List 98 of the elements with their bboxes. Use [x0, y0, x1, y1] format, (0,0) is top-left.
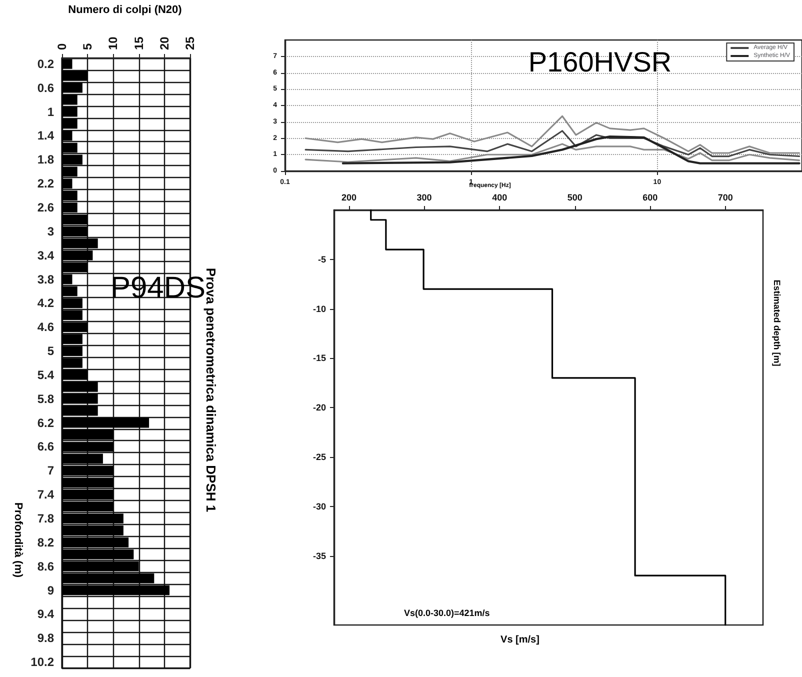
bar [62, 274, 72, 284]
y-tick-label: -15 [312, 353, 326, 364]
y-tick-label: 4.2 [37, 296, 54, 310]
y-tick-label: 5 [47, 344, 54, 358]
bar [62, 106, 78, 117]
bar [62, 142, 78, 153]
y-tick-label: 9 [47, 583, 54, 598]
bar [62, 83, 82, 93]
x-tick-label: 5 [80, 43, 95, 50]
bar [62, 178, 72, 188]
line-series [370, 209, 726, 626]
bar [62, 538, 129, 548]
bar [62, 94, 78, 105]
y-tick-label: 1.8 [37, 152, 54, 167]
bar [62, 478, 114, 488]
y-tick-label: 0.6 [37, 80, 54, 95]
bar [62, 370, 88, 380]
y-tick-label: 6.6 [37, 440, 54, 454]
bar [62, 214, 88, 224]
x-axis-title: Numero di colpi (N20) [68, 4, 182, 16]
bar [62, 526, 124, 536]
y-tick-label: 8.2 [37, 535, 54, 550]
bar [62, 322, 88, 332]
y-tick-label: 7 [47, 464, 54, 478]
bar [62, 418, 150, 428]
y-tick-label: 9.4 [37, 607, 54, 622]
y-tick-label: 2.2 [37, 176, 54, 191]
bar [62, 346, 82, 356]
annotation: P160HVSR [528, 46, 672, 78]
y-axis-title: Profondità (m) [12, 502, 24, 578]
y-tick-label: 7.4 [37, 488, 54, 502]
y-tick-label: 1 [47, 104, 54, 119]
y-tick-label: 6.2 [37, 416, 54, 430]
x-axis-title: Vs [m/s] [500, 634, 540, 646]
annotation: Vs(0.0-30.0)=421m/s [404, 608, 490, 618]
bar [62, 394, 98, 404]
bar [62, 154, 82, 165]
y-tick-label: 10.2 [30, 655, 54, 670]
y-tick-label: 9.8 [37, 631, 54, 646]
bar [62, 585, 170, 596]
bar [62, 130, 72, 141]
x-tick-label: 200 [342, 192, 357, 202]
bar [62, 382, 98, 392]
y-tick-label: -35 [312, 550, 326, 561]
text: Prova penetrometrica dinamica DPSH 1 [204, 268, 218, 512]
bar [62, 286, 78, 296]
x-tick-label: 700 [718, 192, 733, 202]
bar [62, 118, 78, 129]
y-tick-label: -25 [312, 452, 326, 462]
bar [62, 71, 88, 81]
bar [62, 238, 98, 248]
y-axis-title: Estimated depth [m] [772, 280, 782, 366]
bar [62, 226, 88, 236]
bar [62, 166, 78, 177]
x-tick-label: 600 [642, 192, 658, 202]
x-tick-label: 400 [492, 192, 508, 202]
x-tick-label: 300 [416, 192, 432, 202]
bar [62, 430, 114, 440]
y-tick-label: 3.4 [37, 248, 54, 262]
y-tick-label: 5.8 [37, 392, 54, 406]
y-tick-label: 3 [47, 224, 54, 238]
bar [62, 310, 82, 320]
x-tick-label: 500 [567, 192, 582, 202]
bar [62, 466, 114, 476]
bar [62, 298, 82, 308]
bar [62, 202, 78, 212]
y-tick-label: 3.8 [37, 272, 54, 286]
bar [62, 334, 82, 344]
bar [62, 358, 82, 368]
x-tick-label: 25 [183, 36, 197, 50]
bar [62, 250, 93, 260]
bar [62, 442, 114, 452]
bar [62, 190, 78, 200]
y-tick-label: -30 [312, 501, 326, 512]
bar [62, 490, 114, 500]
bar [62, 549, 134, 560]
y-tick-label: 2.6 [37, 200, 54, 215]
bar [62, 262, 88, 272]
x-tick-label: 20 [157, 36, 172, 50]
y-tick-label: -5 [318, 254, 326, 264]
x-tick-label: 0 [55, 43, 69, 50]
y-tick-label: -10 [312, 304, 326, 314]
x-tick-label: 15 [132, 36, 146, 50]
y-tick-label: 4.6 [37, 320, 54, 334]
y-tick-label: -20 [312, 402, 326, 413]
y-tick-label: 0.2 [37, 56, 54, 71]
bar [62, 454, 103, 464]
y-tick-label: 8.6 [37, 559, 54, 574]
y-tick-label: 5.4 [37, 368, 54, 382]
bar [62, 406, 98, 416]
x-tick-label: 10 [106, 36, 120, 50]
y-tick-label: 7.8 [37, 511, 54, 526]
bar [62, 59, 72, 69]
bar [62, 561, 139, 572]
y-tick-label: 1.4 [37, 128, 54, 143]
bar [62, 514, 124, 524]
bar [62, 573, 154, 584]
bar [62, 502, 114, 512]
